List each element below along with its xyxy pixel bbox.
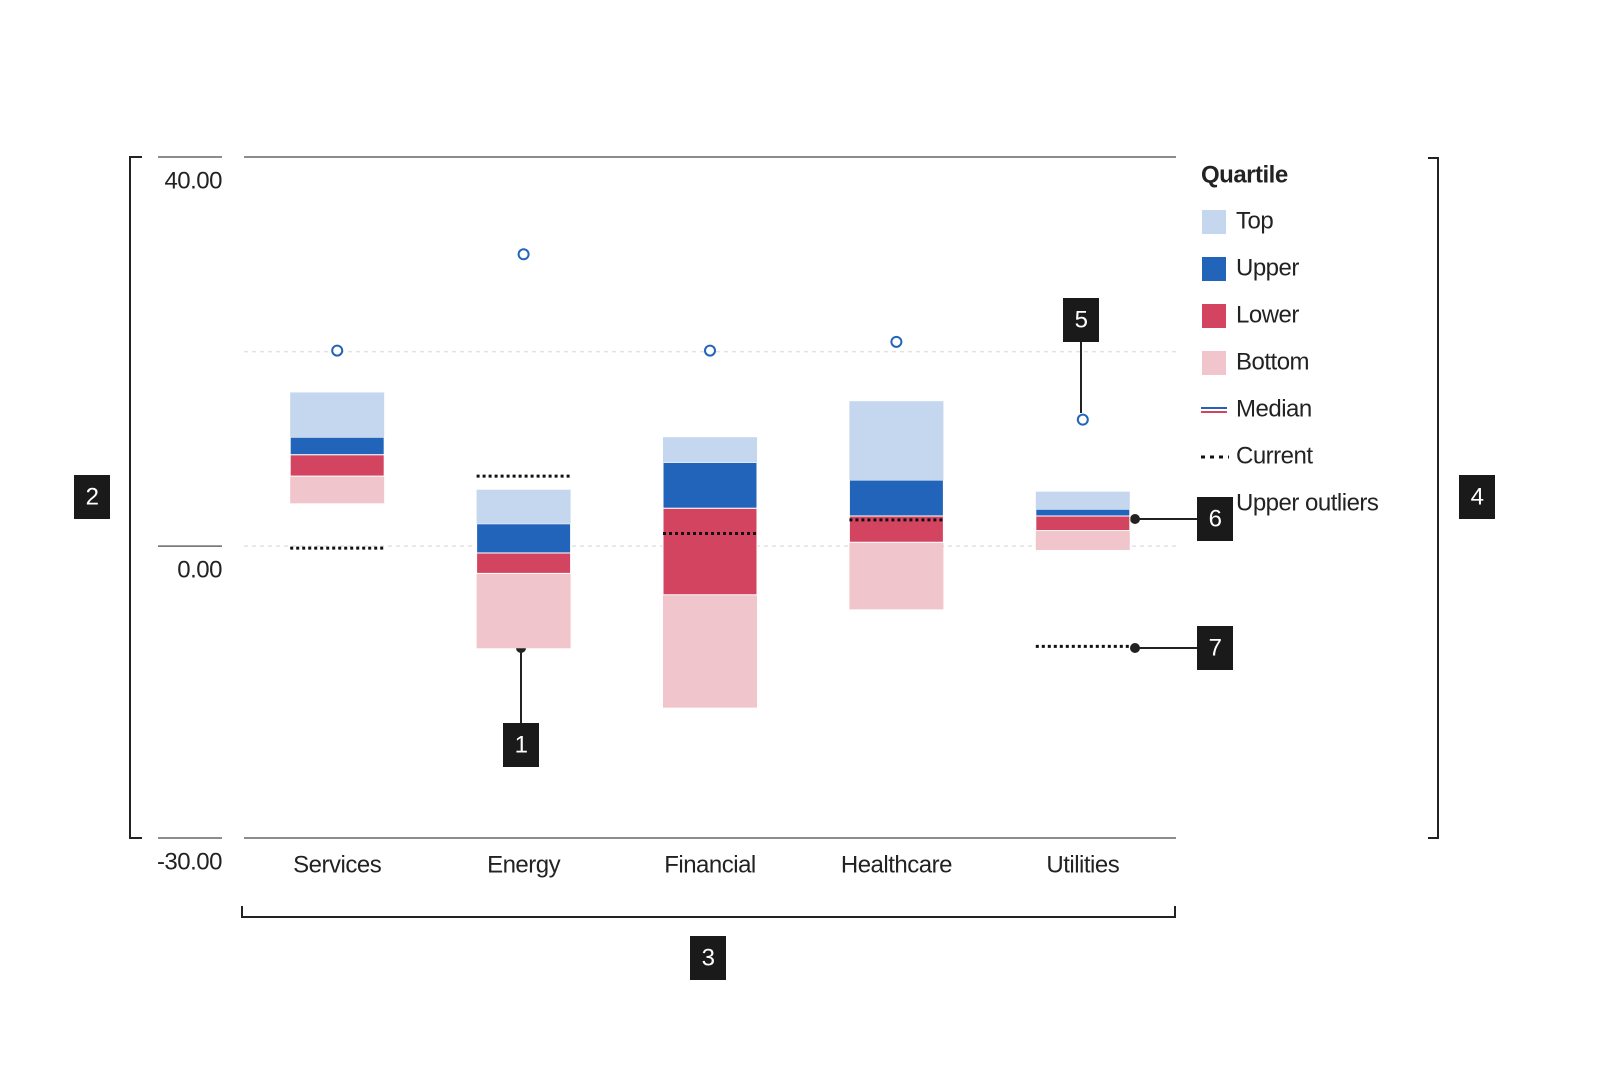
badge-label: 5: [1075, 306, 1088, 333]
quartile-segment: [1035, 508, 1131, 517]
bracket-x: [241, 906, 1176, 918]
annotation-badge: 3: [690, 936, 726, 980]
badge-label: 1: [515, 731, 528, 758]
badge-box: [74, 475, 110, 519]
x-tick-label: Utilities: [1046, 851, 1119, 878]
x-tick-label: Financial: [664, 851, 756, 878]
badge-box: [1063, 298, 1099, 342]
quartile-segment: [290, 392, 385, 438]
leader-dot: [1130, 514, 1140, 524]
y-tick-label: 40.00: [164, 167, 222, 194]
quartile-segment: [849, 542, 944, 610]
quartile-segment: [662, 507, 758, 596]
outlier: [331, 344, 344, 357]
x-tick-label: Healthcare: [841, 851, 952, 878]
legend-swatch: [1202, 210, 1226, 234]
annotation-badge: 2: [74, 475, 110, 519]
badge-label: 6: [1209, 505, 1222, 532]
y-tick-label: -30.00: [157, 848, 222, 875]
bracket-y: [129, 156, 142, 839]
badge-label: 7: [1209, 634, 1222, 661]
outlier: [1076, 413, 1089, 426]
quartile-segment: [1035, 530, 1130, 551]
badge-box: [690, 936, 726, 980]
annotation-badge: 7: [1197, 626, 1233, 670]
badge-box: [503, 723, 539, 767]
legend-label: Upper outliers: [1236, 489, 1379, 516]
quartile-segment: [290, 476, 385, 504]
brackets: [129, 156, 1439, 918]
legend-label: Upper: [1236, 254, 1299, 281]
legend-label: Top: [1236, 207, 1273, 234]
x-tick-label: Energy: [487, 851, 561, 878]
badge-label: 2: [86, 483, 99, 510]
quartile-segment: [476, 489, 571, 524]
x-tick-label: Services: [293, 851, 382, 878]
quartile-segment: [663, 594, 757, 708]
legend-swatch: [1202, 304, 1226, 328]
annotation-badge: 4: [1459, 475, 1495, 519]
legend-label: Bottom: [1236, 348, 1309, 375]
badge-box: [1197, 497, 1233, 541]
legend-label: Lower: [1236, 301, 1299, 328]
quartile-segment: [289, 454, 385, 477]
leader-lines: [520, 342, 1197, 723]
quartile-segment: [289, 436, 385, 456]
quartile-segment: [1035, 515, 1131, 532]
quartile-segment: [476, 523, 572, 554]
bracket-legend: [1428, 157, 1439, 839]
badge-box: [1197, 626, 1233, 670]
quartile-segment: [476, 573, 571, 649]
badge-box: [1459, 475, 1495, 519]
outlier: [890, 335, 903, 348]
quartile-segment: [662, 461, 758, 509]
y-tick-label: 0.00: [177, 556, 222, 583]
quartile-segment: [476, 552, 572, 574]
annotation-badge: 6: [1197, 497, 1233, 541]
badge-label: 4: [1471, 483, 1484, 510]
quartile-segment: [663, 437, 757, 463]
annotation-badge: 5: [1063, 298, 1099, 342]
legend-swatch: [1202, 351, 1226, 375]
annotation-badge: 1: [503, 723, 539, 767]
legend-label: Current: [1236, 442, 1313, 469]
legend-label: Median: [1236, 395, 1312, 422]
quartile-segment: [849, 401, 944, 480]
legend-title: Quartile: [1201, 161, 1288, 188]
quartile-segment: [848, 479, 944, 517]
badge-label: 3: [702, 944, 715, 971]
outlier: [704, 344, 716, 357]
outlier: [517, 248, 530, 261]
quartile-segment: [1035, 491, 1130, 510]
legend-swatch: [1202, 257, 1226, 281]
leader-dot: [1130, 643, 1140, 653]
